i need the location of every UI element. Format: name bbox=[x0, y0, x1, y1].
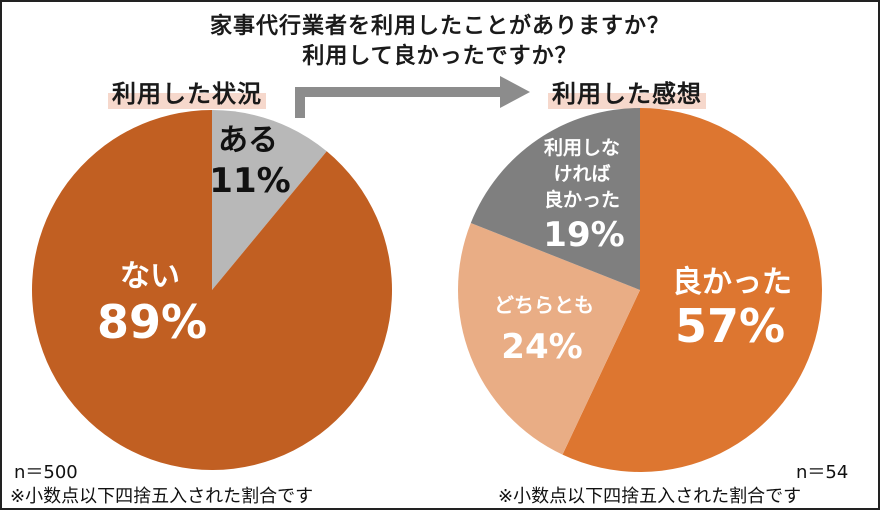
slice-value-yokunakatta: 19% bbox=[543, 215, 624, 255]
pie-slice-dochiratomo bbox=[458, 223, 640, 455]
slice-label-yokunakatta-line-1: 利用しな bbox=[544, 137, 620, 159]
slice-label-yokunakatta-line-3: 良かった bbox=[544, 188, 620, 211]
right-sample-size: n＝54 bbox=[796, 462, 849, 483]
title-line-1: 家事代行業者を利用したことがありますか？ bbox=[209, 14, 670, 39]
right-rounding-note: ※小数点以下四捨五入された割合です bbox=[498, 486, 802, 507]
slice-label-yokatta: 良かった bbox=[672, 265, 792, 300]
slice-label-dochiratomo: どちらとも bbox=[494, 293, 594, 317]
slice-value-yokatta: 57% bbox=[675, 299, 785, 353]
pie-slice-nai bbox=[32, 110, 393, 470]
pie-slice-yokatta bbox=[562, 108, 823, 472]
transition-arrow-head bbox=[500, 76, 530, 108]
pie-slice-yokunakatta bbox=[470, 108, 640, 290]
transition-arrow-line bbox=[295, 87, 502, 118]
slice-value-nai: 89% bbox=[97, 295, 207, 349]
slice-label-nai: ない bbox=[120, 259, 180, 294]
left-pie-title: 利用した状況 bbox=[108, 74, 266, 109]
right-pie-title: 利用した感想 bbox=[548, 74, 706, 109]
slice-value-aru: 11% bbox=[209, 161, 290, 201]
slice-label-yokunakatta-line-2: ければ bbox=[553, 163, 610, 185]
left-sample-size: n＝500 bbox=[14, 462, 78, 483]
left-rounding-note: ※小数点以下四捨五入された割合です bbox=[10, 486, 314, 507]
title-line-2: 利用して良かったですか？ bbox=[302, 44, 578, 69]
pie-slice-aru bbox=[212, 110, 327, 290]
slice-label-aru: ある bbox=[218, 123, 278, 158]
slice-value-dochiratomo: 24% bbox=[501, 327, 582, 367]
